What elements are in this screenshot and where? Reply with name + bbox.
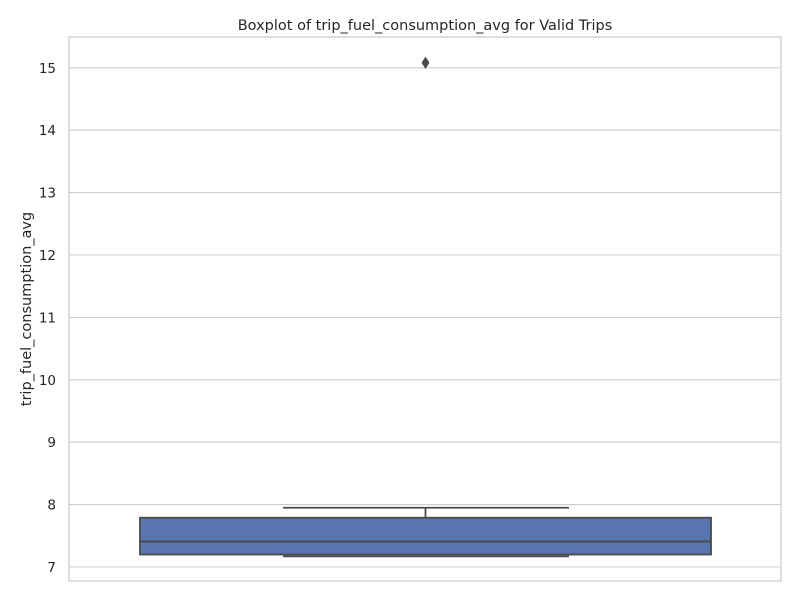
y-axis-label: trip_fuel_consumption_avg	[19, 212, 35, 406]
y-tick-label: 7	[47, 560, 56, 576]
y-tick-labels: 7 8 9 10 11 12 13 14 15	[39, 61, 56, 576]
plot-area-frame	[68, 36, 782, 582]
interquartile-box	[139, 516, 712, 556]
y-tick-label: 10	[39, 373, 56, 389]
outlier-point	[421, 56, 430, 70]
y-tick-label: 11	[39, 310, 56, 326]
box-group	[139, 56, 712, 558]
y-tick-label: 9	[47, 435, 56, 451]
y-tick-label: 13	[39, 186, 56, 202]
y-tick-label: 15	[39, 61, 56, 77]
chart-title: Boxplot of trip_fuel_consumption_avg for…	[238, 18, 613, 34]
y-tick-label: 8	[47, 498, 56, 514]
y-tick-label: 12	[39, 248, 56, 264]
y-tick-label: 14	[39, 123, 56, 139]
grid-lines	[69, 67, 781, 568]
